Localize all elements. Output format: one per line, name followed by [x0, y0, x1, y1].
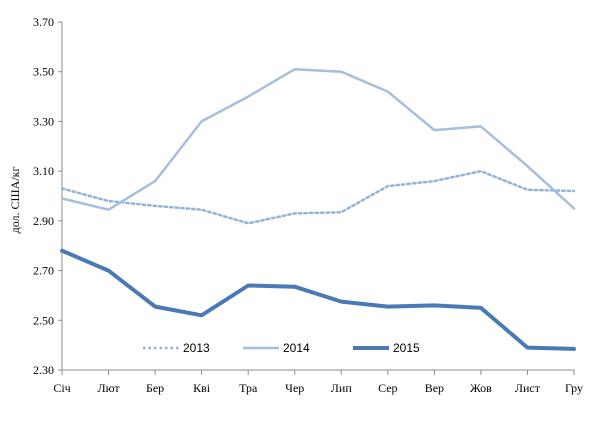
series-lines — [62, 69, 574, 349]
y-tick-label: 2.70 — [33, 264, 54, 278]
legend: 2013 2014 2015 — [143, 341, 420, 355]
y-tick-label: 2.90 — [33, 214, 54, 228]
x-tick-label: Бер — [146, 381, 164, 395]
x-tick-label: Гру — [565, 381, 583, 395]
x-tick-label: Лип — [331, 381, 353, 395]
y-tick-label: 2.50 — [33, 313, 54, 327]
y-tick-label: 2.30 — [33, 363, 54, 377]
series-line-2013 — [62, 171, 574, 223]
y-tick-label: 3.30 — [33, 114, 54, 128]
y-tick-label: 3.10 — [33, 164, 54, 178]
x-tick-label: Чер — [285, 381, 304, 395]
y-tick-label: 3.50 — [33, 65, 54, 79]
y-axis-label: дол. США/кг — [8, 167, 22, 234]
x-tick-label: Січ — [53, 381, 70, 395]
legend-label-2013: 2013 — [183, 341, 210, 355]
legend-label-2014: 2014 — [283, 341, 310, 355]
y-tick-label: 3.70 — [33, 15, 54, 29]
x-tick-label: Жов — [470, 381, 492, 395]
x-tick-label: Лют — [97, 381, 120, 395]
x-tick-label: Кві — [193, 381, 211, 395]
x-tick-label: Сер — [378, 381, 397, 395]
series-line-2015 — [62, 251, 574, 349]
x-tick-label: Тра — [239, 381, 258, 395]
series-line-2014 — [62, 69, 574, 210]
legend-label-2015: 2015 — [393, 341, 420, 355]
x-tick-label: Вер — [425, 381, 444, 395]
x-tick-label: Лист — [515, 381, 541, 395]
